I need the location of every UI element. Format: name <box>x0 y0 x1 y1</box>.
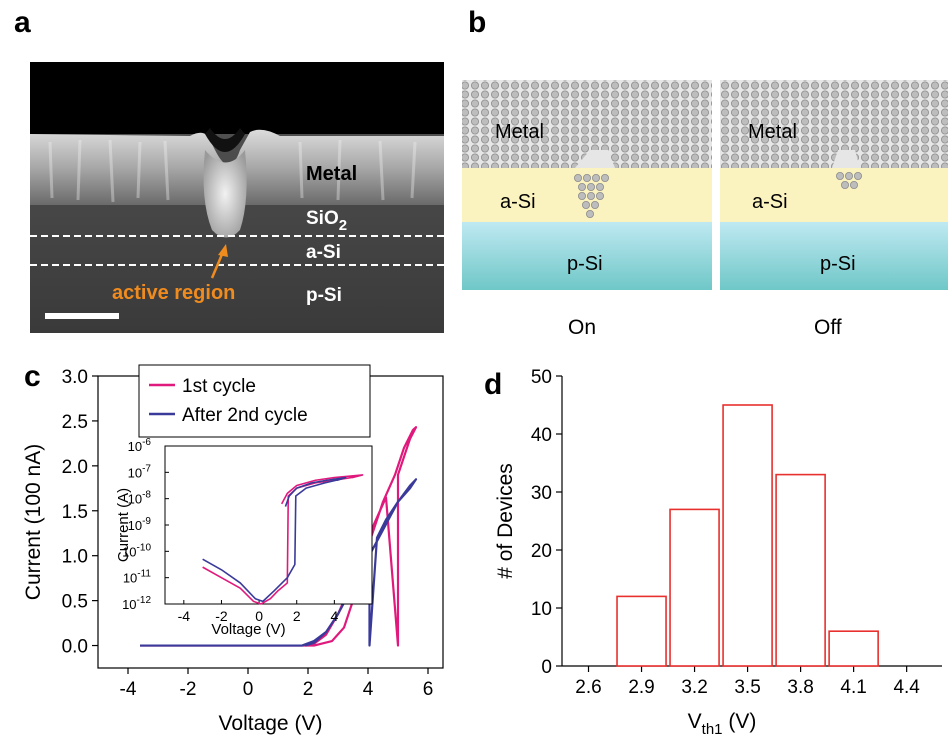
inset-plot-frame <box>164 445 373 605</box>
inset-ytick-label: 10-10 <box>122 542 151 559</box>
inset-x-axis-title: Voltage (V) <box>211 621 285 638</box>
panel-letter-b: b <box>468 6 487 39</box>
label-a-si-sem: a-Si <box>306 242 341 263</box>
panel-letter-c: c <box>24 360 41 393</box>
inset-xtick-label: 0 <box>255 608 263 624</box>
d-xtick-label: 2.6 <box>575 677 601 698</box>
d-bar-3 <box>722 404 773 667</box>
c-x-axis-title: Voltage (V) <box>219 712 323 735</box>
c-legend-box <box>138 364 371 438</box>
inset-ytick-label: 10-12 <box>122 595 151 612</box>
inset-xtick-label: 2 <box>293 608 301 624</box>
c-xtick-label: 0 <box>243 679 254 700</box>
label-active-region: active region <box>112 282 235 304</box>
c-xtick-label: 6 <box>423 679 434 700</box>
inset-xtick-label: -2 <box>215 608 228 624</box>
d-bar-5 <box>828 630 879 667</box>
c-y-axis-title: Current (100 nA) <box>22 444 45 600</box>
d-ytick-label: 30 <box>531 483 552 504</box>
label-sio2: SiO2 <box>306 208 347 234</box>
sem-image <box>30 62 444 333</box>
schematic-state-off: Off <box>814 316 842 339</box>
inset-ytick-label: 10-11 <box>123 569 152 586</box>
d-xtick-label: 3.2 <box>681 677 707 698</box>
inset-ytick-label: 10-6 <box>128 437 152 454</box>
schematic-state-on: On <box>568 316 596 339</box>
c-ytick-label: 2.0 <box>62 457 88 478</box>
c-xtick-label: 4 <box>363 679 374 700</box>
schematic-label-asi-off: a-Si <box>752 191 788 213</box>
schematic-label-psi-off: p-Si <box>820 253 856 275</box>
d-xtick-label: 3.5 <box>734 677 760 698</box>
c-ytick-label: 0.0 <box>62 637 88 658</box>
label-p-si-sem: p-Si <box>306 285 342 306</box>
d-x-axis-title: Vth1 (V) <box>688 710 757 738</box>
panel-letter-a: a <box>14 6 31 39</box>
d-ytick-label: 20 <box>531 541 552 562</box>
c-ytick-label: 0.5 <box>62 592 88 613</box>
d-ytick-label: 10 <box>531 599 552 620</box>
d-bar-1 <box>616 595 667 667</box>
schematic-label-asi-on: a-Si <box>500 191 536 213</box>
d-xtick-label: 4.1 <box>840 677 866 698</box>
inset-y-axis-title: Current (A) <box>115 488 132 562</box>
inset-ytick-label: 10-7 <box>128 463 152 480</box>
d-ytick-label: 40 <box>531 425 552 446</box>
schematic-off <box>720 80 948 290</box>
scale-bar <box>45 313 119 319</box>
d-xtick-label: 4.4 <box>893 677 920 698</box>
d-ytick-label: 0 <box>541 657 552 678</box>
c-ytick-label: 2.5 <box>62 412 88 433</box>
inset-xtick-label: 4 <box>330 608 338 624</box>
c-legend-label-1: 1st cycle <box>182 376 256 397</box>
c-ytick-label: 1.0 <box>62 547 88 568</box>
inset-xtick-label: -4 <box>178 608 191 624</box>
inset-series-line-2 <box>202 476 347 603</box>
inset-ytick-label: 10-8 <box>128 490 152 507</box>
schematic-label-metal-off: Metal <box>748 121 797 143</box>
d-bar-4 <box>775 473 826 667</box>
d-bar-2 <box>669 508 720 667</box>
filament-on <box>574 173 610 218</box>
panel-letter-d: d <box>484 368 503 401</box>
schematic-label-metal-on: Metal <box>495 121 544 143</box>
label-metal: Metal <box>306 163 357 185</box>
c-legend: 1st cycle After 2nd cycle <box>138 364 371 438</box>
d-y-axis-title: # of Devices <box>494 463 517 579</box>
d-xtick-label: 2.9 <box>628 677 654 698</box>
schematic-on <box>462 80 712 290</box>
c-ytick-label: 3.0 <box>62 367 88 388</box>
c-xtick-label: -2 <box>180 679 197 700</box>
inset-ytick-label: 10-9 <box>128 516 152 533</box>
c-xtick-label: -4 <box>120 679 137 700</box>
schematic-label-psi-on: p-Si <box>567 253 603 275</box>
c-legend-label-2: After 2nd cycle <box>182 405 308 426</box>
filament-off <box>836 171 863 189</box>
c-xtick-label: 2 <box>303 679 314 700</box>
d-xtick-label: 3.8 <box>787 677 813 698</box>
d-ytick-label: 50 <box>531 367 552 388</box>
c-ytick-label: 1.5 <box>62 502 88 523</box>
